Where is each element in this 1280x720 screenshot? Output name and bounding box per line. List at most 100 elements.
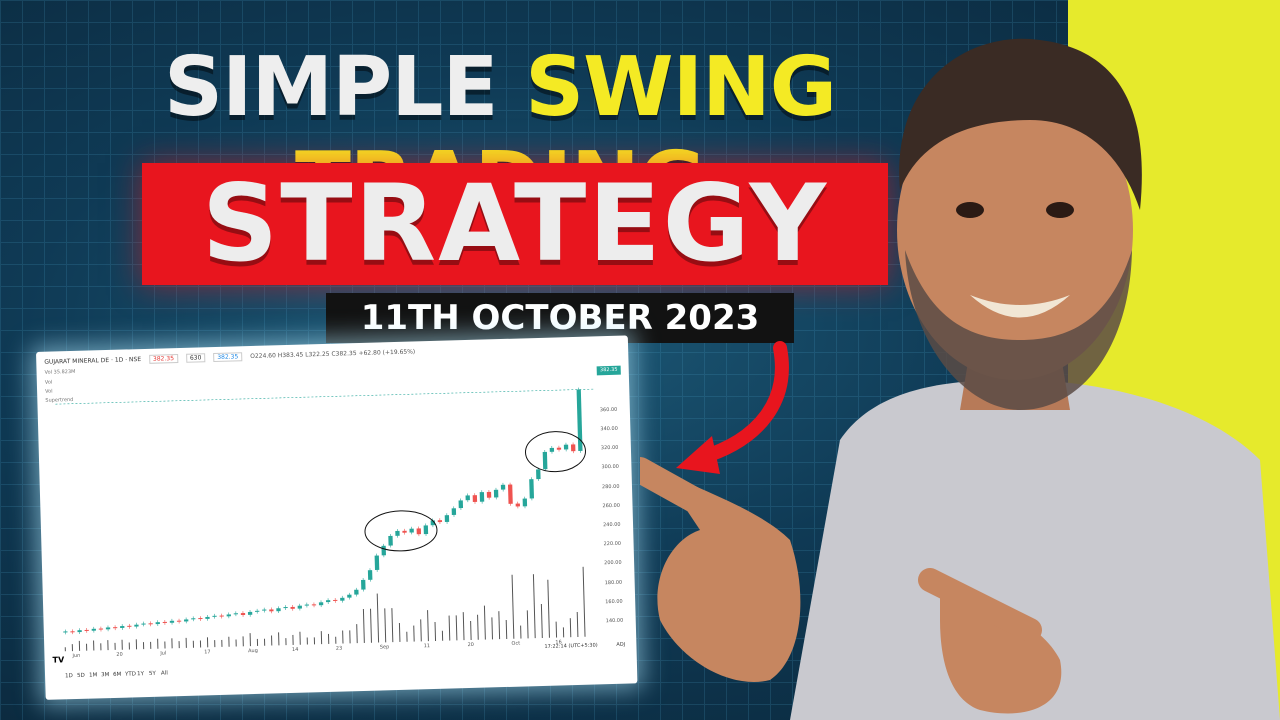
candlestick-chart: [55, 387, 596, 652]
volume-bar: [249, 633, 251, 647]
y-tick-label: 320.00: [600, 444, 619, 452]
candle-body: [479, 492, 485, 502]
x-tick-label: 14: [291, 646, 299, 653]
volume-bar: [263, 638, 266, 646]
volume-bar: [256, 638, 259, 646]
volume-bar: [135, 639, 138, 650]
timeframe-button[interactable]: All: [160, 670, 168, 677]
candle-body: [70, 631, 75, 633]
last-price-tag: 382.35: [596, 365, 621, 376]
volume-bar: [406, 631, 408, 642]
candle-body: [381, 545, 386, 556]
x-tick-label: Sep: [379, 644, 390, 651]
timeframe-button[interactable]: 5D: [76, 672, 85, 679]
candle-body: [556, 447, 562, 450]
candle-body: [212, 615, 217, 617]
volume-bar: [93, 640, 95, 651]
candle-body: [395, 530, 400, 536]
candle-body: [333, 599, 338, 602]
candle-body: [91, 628, 96, 631]
volume-bar: [540, 603, 543, 638]
highlight-circle: [364, 510, 438, 552]
volume-bar: [78, 640, 81, 651]
candle-body: [247, 611, 253, 615]
volume-bar: [470, 620, 472, 640]
volume-bar: [441, 630, 444, 641]
volume-bar: [511, 574, 515, 639]
candle-body: [374, 555, 380, 571]
candle-body: [219, 615, 224, 617]
volume-bar: [320, 631, 323, 645]
candle-body: [549, 447, 555, 452]
candle-body: [276, 608, 281, 612]
y-tick-label: 140.00: [605, 617, 624, 625]
candle-body: [162, 621, 168, 624]
volume-bar: [434, 621, 437, 641]
timeframe-button[interactable]: 3M: [100, 672, 110, 679]
x-tick-label: Oct: [511, 640, 521, 647]
adj-button[interactable]: ADJ: [616, 641, 626, 648]
volume-bar: [342, 630, 344, 644]
candle-body: [297, 605, 302, 609]
volume-bar: [420, 619, 422, 642]
candle-body: [542, 451, 548, 470]
tradingview-logo: TV: [52, 655, 65, 665]
volume-bar: [185, 637, 187, 648]
candle-body: [290, 606, 295, 609]
candle-body: [493, 489, 499, 498]
timeframe-button[interactable]: 1D: [64, 673, 73, 680]
timeframe-button[interactable]: 1Y: [136, 671, 144, 678]
timeframe-button[interactable]: 5Y: [148, 670, 156, 677]
y-tick-label: 260.00: [602, 502, 621, 510]
volume-bar: [228, 636, 230, 647]
volume-bar: [214, 640, 216, 648]
volume-bar: [107, 640, 109, 651]
candle-body: [536, 469, 541, 480]
timeframe-button[interactable]: YTD: [124, 671, 137, 678]
volume-bar: [285, 638, 287, 646]
candle-body: [409, 528, 414, 533]
candle-body: [226, 614, 231, 617]
candle-body: [451, 508, 457, 516]
volume-bar: [491, 617, 493, 640]
y-tick-label: 160.00: [605, 598, 623, 606]
candle-body: [84, 629, 89, 631]
candle-body: [318, 602, 324, 606]
y-tick-label: 240.00: [602, 521, 621, 529]
timeframe-button[interactable]: 6M: [112, 671, 122, 678]
candle-body: [515, 503, 520, 507]
candle-body: [458, 500, 464, 509]
volume-bar: [327, 633, 330, 644]
x-tick-label: 20: [467, 641, 475, 649]
x-tick-label: 17: [204, 649, 211, 656]
candle-body: [169, 620, 175, 623]
strategy-banner: [142, 163, 888, 285]
volume-bar: [526, 610, 529, 639]
volume-bar: [376, 593, 380, 643]
volume-bar: [349, 630, 351, 644]
y-tick-label: 220.00: [603, 540, 622, 548]
volume-bar: [278, 632, 280, 646]
volume-bar: [100, 643, 102, 651]
volume-bar: [569, 618, 572, 638]
volume-bar: [128, 642, 130, 650]
timeframe-button[interactable]: 1M: [88, 672, 98, 679]
volume-bar: [532, 574, 536, 639]
candle-body: [388, 535, 393, 546]
volume-bar: [157, 638, 159, 649]
volume-bar: [164, 641, 166, 649]
volume-bar: [335, 636, 337, 644]
candle-body: [486, 491, 492, 498]
volume-bar: [498, 611, 501, 640]
x-tick-label: Jun: [72, 652, 81, 660]
y-tick-label: 180.00: [604, 579, 623, 586]
highlight-circle: [525, 431, 586, 473]
candle-body: [444, 515, 450, 522]
chart-screenshot: GUJARAT MINERAL DE · 1D · NSE 382.35 630…: [36, 335, 638, 700]
volume-bar: [462, 612, 465, 641]
candle-body: [148, 623, 153, 625]
volume-bar: [384, 608, 387, 643]
candle-body: [423, 525, 429, 535]
volume-bar: [292, 634, 294, 645]
candle-body: [500, 484, 506, 490]
